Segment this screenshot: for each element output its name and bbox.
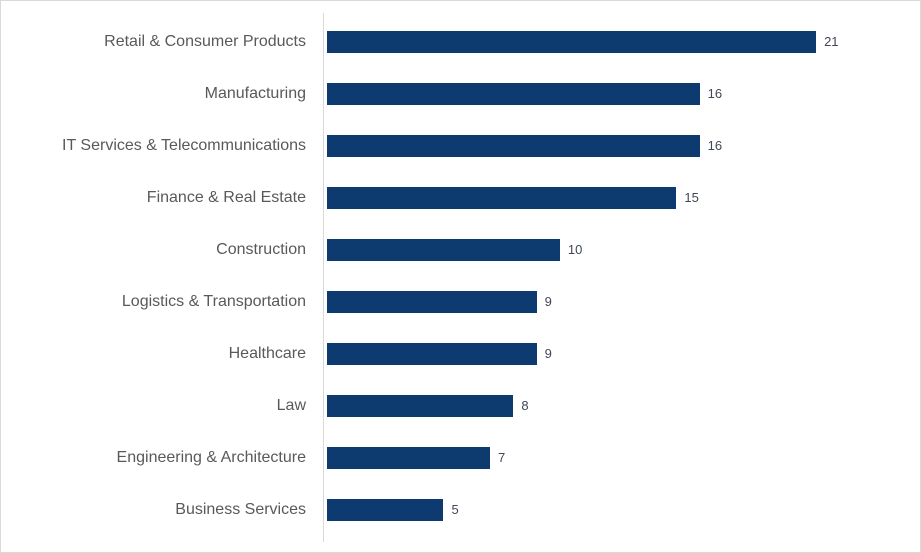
bar-value-label: 10	[567, 242, 583, 257]
bar-row: Finance & Real Estate 15	[1, 172, 920, 224]
bar-rect	[327, 447, 491, 469]
bar-value-label: 16	[707, 138, 723, 153]
bar-track: 8	[327, 395, 887, 417]
bar-value-label: 15	[684, 190, 699, 205]
bar-value-label: 21	[824, 34, 839, 49]
bar-row: Engineering & Architecture 7	[1, 432, 920, 484]
bar-row: IT Services & Telecommunications 16	[1, 120, 920, 172]
bar-category-label: Retail & Consumer Products	[104, 33, 306, 50]
bar-rect	[327, 239, 560, 261]
bar-rect	[327, 31, 817, 53]
bar-track: 10	[327, 239, 887, 261]
bar-track: 7	[327, 447, 887, 469]
bar-track: 5	[327, 499, 887, 521]
bar-category-label: Manufacturing	[204, 85, 306, 102]
bar-track: 16	[327, 135, 887, 157]
bar-row: Business Services 5	[1, 484, 920, 536]
bar-category-label: Law	[276, 397, 306, 414]
bar-row: Law 8	[1, 380, 920, 432]
bar-rect	[327, 83, 700, 105]
bar-row: Healthcare 9	[1, 328, 920, 380]
bar-row: Manufacturing 16	[1, 68, 920, 120]
bar-category-label: Logistics & Transportation	[121, 293, 306, 310]
bar-track: 9	[327, 343, 887, 365]
bar-category-label: Finance & Real Estate	[146, 189, 306, 206]
bar-rect	[327, 291, 537, 313]
bar-rect	[327, 499, 444, 521]
bar-track: 16	[327, 83, 887, 105]
bar-rect	[327, 343, 537, 365]
bar-value-label: 16	[707, 86, 723, 101]
bar-category-label: IT Services & Telecommunications	[62, 137, 306, 154]
category-axis-line	[323, 13, 324, 542]
bar-track: 9	[327, 291, 887, 313]
bar-value-label: 7	[498, 450, 506, 465]
bar-rect	[327, 135, 700, 157]
bar-value-label: 9	[544, 346, 552, 361]
bar-track: 15	[327, 187, 887, 209]
bar-row: Logistics & Transportation 9	[1, 276, 920, 328]
bar-category-label: Healthcare	[228, 345, 306, 362]
bar-row: Retail & Consumer Products 21	[1, 16, 920, 68]
bar-category-label: Construction	[216, 241, 306, 258]
bar-category-label: Business Services	[175, 501, 306, 518]
bar-value-label: 9	[544, 294, 552, 309]
bar-track: 21	[327, 31, 887, 53]
bar-rect	[327, 395, 514, 417]
bar-row: Construction 10	[1, 224, 920, 276]
bar-value-label: 5	[451, 502, 459, 517]
bar-category-label: Engineering & Architecture	[116, 449, 306, 466]
bar-rect	[327, 187, 677, 209]
bar-value-label: 8	[521, 398, 529, 413]
